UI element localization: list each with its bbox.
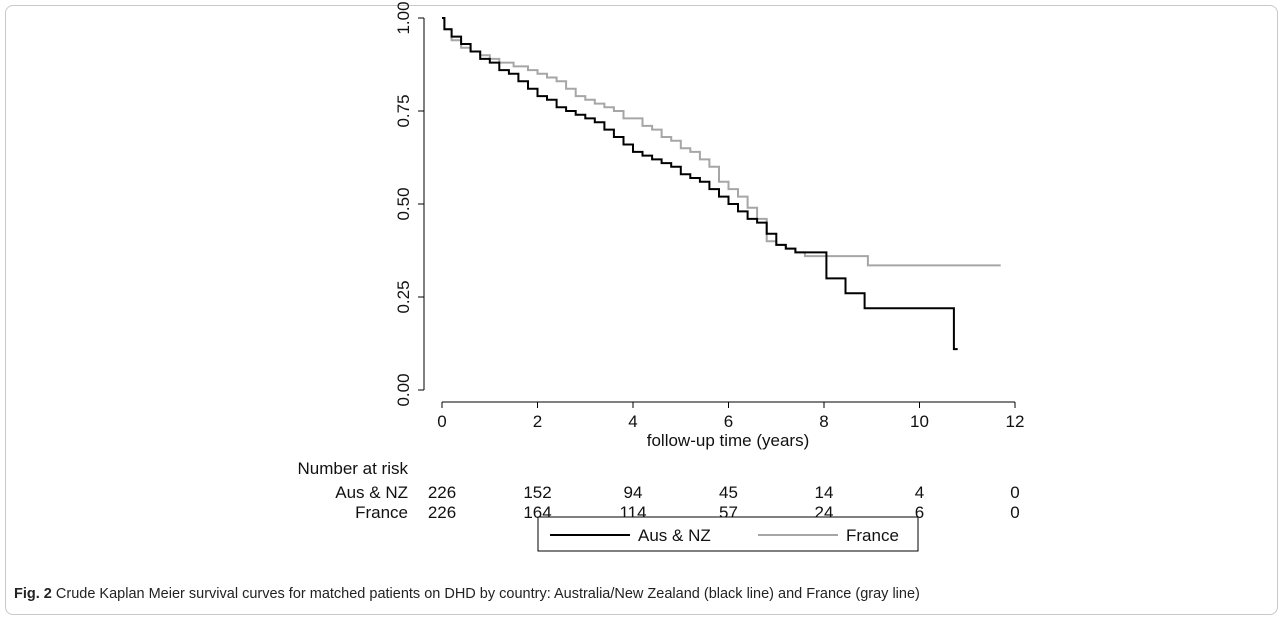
axes: 0.00 0.25 0.50 0.75 1.00 0 2 4 6 8 10 12 <box>394 1 1024 431</box>
risk-row-label: Aus & NZ <box>335 483 408 502</box>
risk-table-title: Number at risk <box>297 459 408 478</box>
x-tick-label: 4 <box>628 412 637 431</box>
caption-label: Fig. 2 <box>14 586 52 602</box>
risk-count: 94 <box>624 483 643 502</box>
series-line-aus-nz <box>442 17 958 351</box>
risk-count: 226 <box>428 503 456 522</box>
figure-frame <box>5 5 1278 615</box>
x-tick-label: 2 <box>533 412 542 431</box>
y-tick-label: 0.25 <box>394 280 413 313</box>
risk-count: 45 <box>719 483 738 502</box>
x-tick-label: 10 <box>910 412 929 431</box>
x-axis-label: follow-up time (years) <box>647 431 810 450</box>
x-tick-label: 0 <box>437 412 446 431</box>
risk-count: 6 <box>915 503 924 522</box>
risk-count: 152 <box>523 483 551 502</box>
figure-caption: Fig. 2 Crude Kaplan Meier survival curve… <box>14 586 1269 602</box>
x-tick-label: 12 <box>1006 412 1025 431</box>
series-line-france <box>442 17 1001 267</box>
x-tick-label: 8 <box>819 412 828 431</box>
risk-count: 0 <box>1010 503 1019 522</box>
y-tick-label: 0.75 <box>394 94 413 127</box>
risk-count: 0 <box>1010 483 1019 502</box>
y-tick-label: 0.50 <box>394 187 413 220</box>
caption-text: Crude Kaplan Meier survival curves for m… <box>51 586 920 602</box>
y-tick-label: 1.00 <box>394 1 413 34</box>
legend-label-france: France <box>846 526 899 545</box>
risk-count: 226 <box>428 483 456 502</box>
risk-row-label: France <box>355 503 408 522</box>
risk-count: 14 <box>815 483 834 502</box>
legend: Aus & NZ France <box>537 516 919 552</box>
y-tick-label: 0.00 <box>394 373 413 406</box>
legend-label-aus-nz: Aus & NZ <box>638 526 711 545</box>
survival-curves <box>442 17 1001 351</box>
x-tick-label: 6 <box>724 412 733 431</box>
risk-count: 4 <box>915 483 924 502</box>
